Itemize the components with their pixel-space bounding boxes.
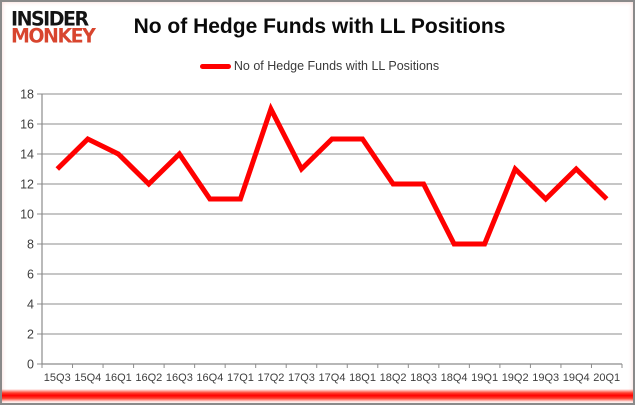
y-axis-label-8: 8	[27, 238, 34, 252]
legend-label: No of Hedge Funds with LL Positions	[233, 59, 440, 73]
x-axis-label-19Q3: 19Q3	[532, 372, 559, 384]
logo-monkey-text: MONKEY	[11, 25, 96, 49]
x-axis-label-18Q2: 18Q2	[380, 372, 407, 384]
x-axis-label-19Q1: 19Q1	[471, 372, 498, 384]
legend: No of Hedge Funds with LL Positions	[2, 59, 633, 73]
insider-monkey-logo: INSIDER MONKEY	[11, 7, 96, 49]
x-axis-label-16Q3: 16Q3	[166, 372, 193, 384]
legend-line-swatch	[199, 63, 231, 69]
y-axis-label-16: 16	[20, 118, 34, 132]
y-axis-label-6: 6	[27, 268, 34, 282]
x-axis-label-17Q1: 17Q1	[227, 372, 254, 384]
y-axis-label-4: 4	[27, 298, 34, 312]
x-axis-label-17Q3: 17Q3	[288, 372, 315, 384]
x-axis-label-19Q4: 19Q4	[563, 372, 590, 384]
x-axis-label-16Q4: 16Q4	[196, 372, 223, 384]
y-axis-label-10: 10	[20, 208, 34, 222]
series-line	[55, 102, 609, 247]
x-axis-label-16Q2: 16Q2	[135, 372, 162, 384]
x-axis-label-18Q4: 18Q4	[441, 372, 468, 384]
y-axis-label-12: 12	[20, 178, 34, 192]
y-axis-label-2: 2	[27, 328, 34, 342]
y-axis-label-0: 0	[27, 358, 34, 372]
x-axis-label-17Q2: 17Q2	[257, 372, 284, 384]
x-axis-label-15Q3: 15Q3	[44, 372, 71, 384]
x-axis-label-18Q3: 18Q3	[410, 372, 437, 384]
y-axis-label-18: 18	[20, 88, 34, 102]
x-axis-label-16Q1: 16Q1	[105, 372, 132, 384]
logo-insider-text: INSIDER	[11, 7, 89, 31]
x-axis-label-20Q1: 20Q1	[593, 372, 620, 384]
y-axis-label-14: 14	[20, 148, 34, 162]
x-axis-label-15Q4: 15Q4	[74, 372, 101, 384]
x-axis-label-19Q2: 19Q2	[502, 372, 529, 384]
chart-title: No of Hedge Funds with LL Positions	[133, 15, 506, 38]
x-axis-label-17Q4: 17Q4	[319, 372, 346, 384]
x-axis-label-18Q1: 18Q1	[349, 372, 376, 384]
